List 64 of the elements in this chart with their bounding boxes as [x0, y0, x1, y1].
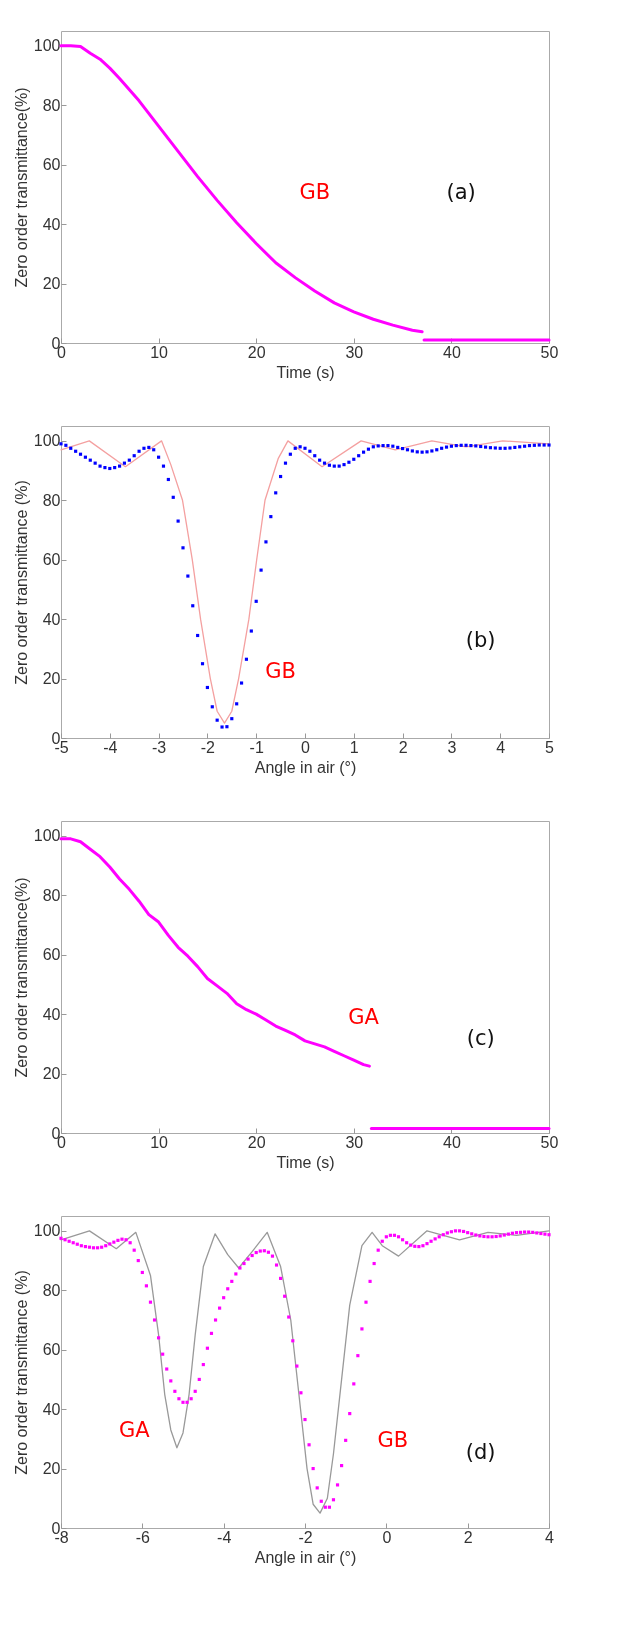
y-tick-label: 80	[42, 1281, 61, 1299]
x-tick-label: -1	[249, 738, 264, 756]
x-tick-label: 40	[443, 1133, 461, 1151]
x-tick-label: -4	[103, 738, 118, 756]
y-tick-label: 60	[42, 946, 61, 964]
annotation: GB	[377, 1427, 409, 1452]
y-tick-label: 20	[42, 1065, 61, 1083]
x-tick-label: 50	[540, 343, 559, 361]
annotation: (b)	[465, 628, 496, 653]
annotation: (d)	[465, 1440, 496, 1465]
x-axis-title: Angle in air (°)	[254, 758, 357, 776]
y-tick-label: 20	[42, 670, 61, 688]
x-tick-label: 50	[540, 1133, 559, 1151]
x-tick-label: 20	[247, 1133, 266, 1151]
x-tick-label: -4	[217, 1528, 232, 1546]
y-axis-title: Zero order transmittance(%)	[12, 87, 30, 288]
annotation: GA	[118, 1418, 151, 1443]
x-axis-title: Time (s)	[276, 363, 335, 381]
y-tick-label: 60	[42, 1341, 61, 1359]
y-tick-label: 40	[42, 610, 61, 628]
line-series	[59, 44, 424, 334]
y-tick-label: 100	[33, 37, 61, 55]
x-tick-label: 1	[349, 738, 359, 756]
x-tick-label: -3	[151, 738, 167, 756]
y-axis-title: Zero order transmittance (%)	[12, 1270, 30, 1475]
x-tick-label: 0	[382, 1528, 392, 1546]
y-axis-title: Zero order transmittance (%)	[12, 480, 30, 685]
x-tick-label: 20	[247, 343, 266, 361]
y-tick-label: 40	[42, 1005, 61, 1023]
x-tick-label: 0	[301, 738, 311, 756]
annotation: GB	[265, 659, 296, 684]
x-tick-label: 5	[545, 738, 555, 756]
y-tick-label: 100	[33, 827, 61, 845]
x-tick-label: 2	[398, 738, 408, 756]
x-tick-label: -2	[298, 1528, 313, 1546]
y-tick-label: 60	[42, 156, 61, 174]
x-axis-title: Time (s)	[276, 1153, 335, 1171]
annotation: (a)	[446, 180, 476, 205]
y-tick-label: 20	[42, 275, 61, 293]
x-tick-label: 2	[463, 1528, 473, 1546]
x-tick-label: 30	[345, 343, 364, 361]
x-tick-label: -6	[135, 1528, 151, 1546]
y-tick-label: 100	[33, 1222, 61, 1240]
annotation: GB	[299, 180, 331, 205]
y-tick-label: 20	[42, 1460, 61, 1478]
y-tick-label: 60	[42, 551, 61, 569]
y-tick-label: 80	[42, 96, 61, 114]
y-tick-label: 80	[42, 886, 61, 904]
x-tick-label: 4	[545, 1528, 555, 1546]
x-axis-title: Angle in air (°)	[254, 1548, 357, 1566]
annotation: GA	[348, 1004, 380, 1029]
x-tick-label: 4	[496, 738, 506, 756]
y-tick-label: 80	[42, 491, 61, 509]
x-tick-label: -2	[200, 738, 216, 756]
y-tick-label: 100	[33, 432, 61, 450]
y-tick-label: 40	[42, 215, 61, 233]
annotation: (c)	[466, 1026, 495, 1051]
x-tick-label: 3	[447, 738, 457, 756]
x-tick-label: 40	[443, 343, 461, 361]
y-tick-label: 40	[42, 1400, 61, 1418]
x-tick-label: 10	[150, 1133, 169, 1151]
x-tick-label: 10	[150, 343, 169, 361]
x-tick-label: 30	[345, 1133, 364, 1151]
y-axis-title: Zero order transmittance(%)	[12, 877, 30, 1078]
